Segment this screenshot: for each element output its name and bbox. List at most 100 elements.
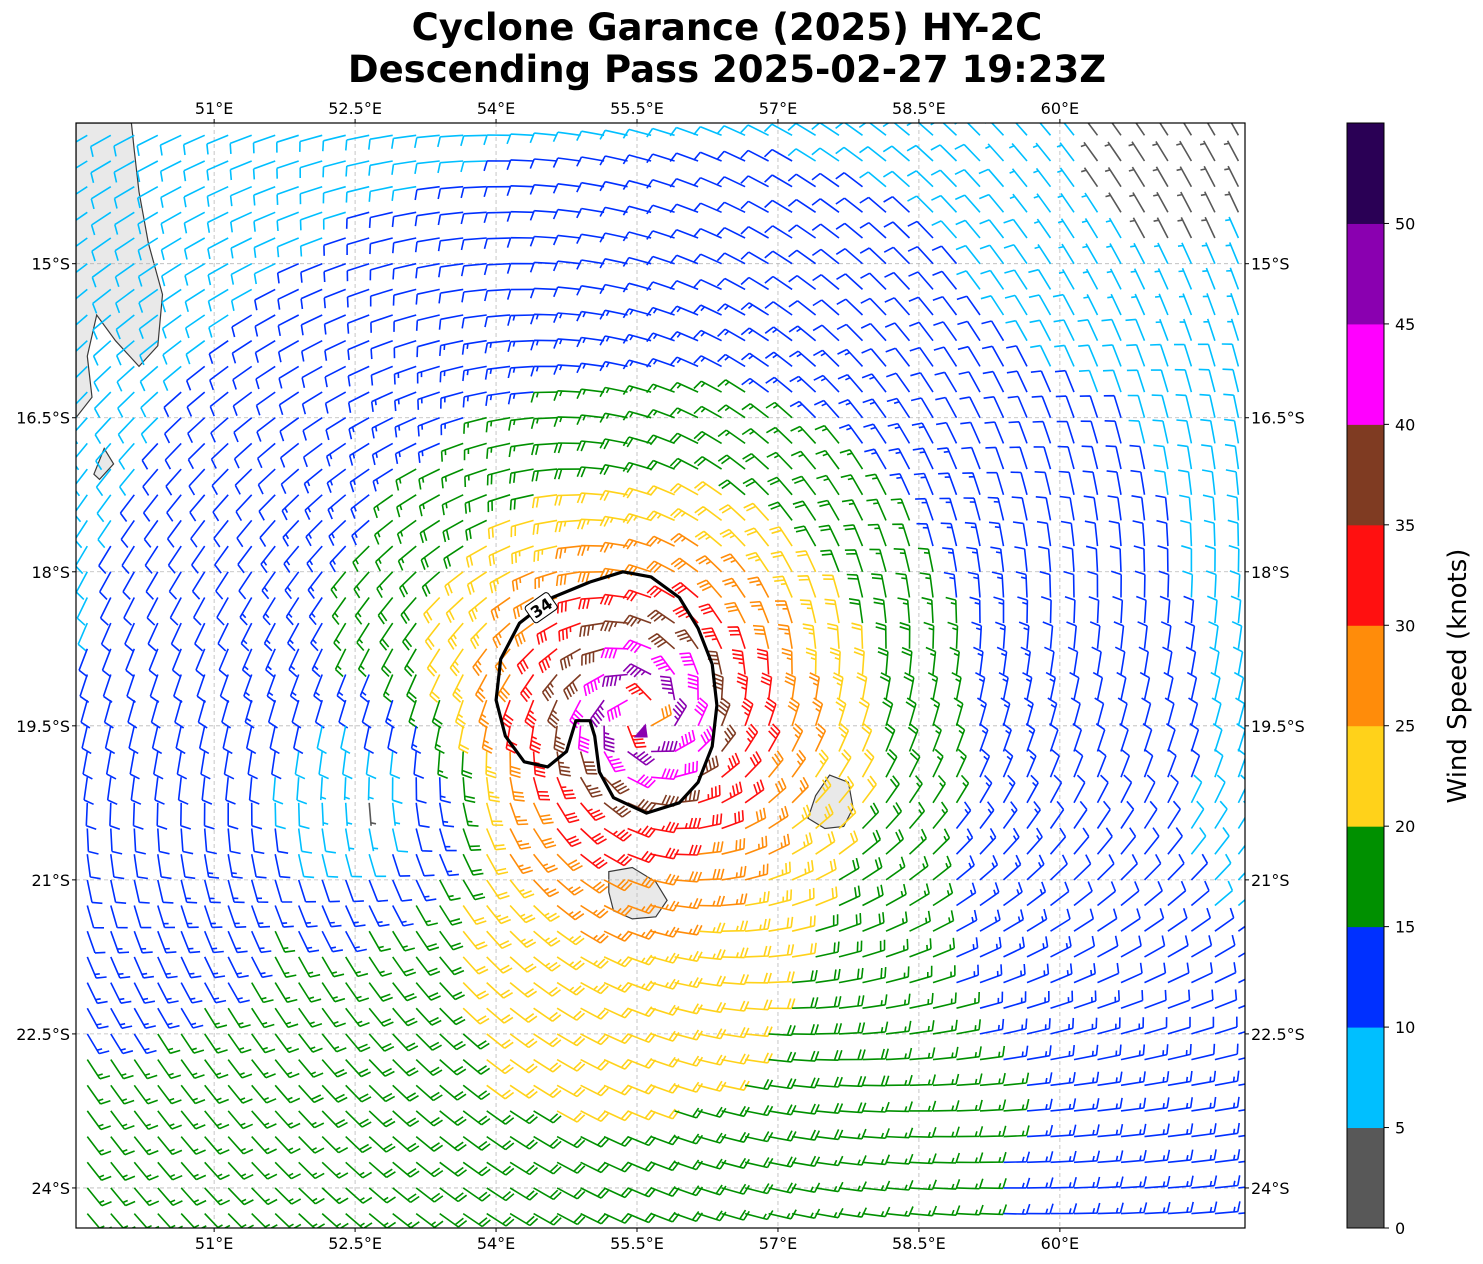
wind-barb: [533, 1033, 562, 1048]
wind-barb: [1238, 1160, 1245, 1164]
wind-barb: [1073, 990, 1097, 1009]
wind-barb: [622, 614, 652, 627]
wind-barb: [909, 1047, 936, 1061]
wind-barb: [276, 185, 299, 205]
wind-barb: [533, 904, 560, 922]
wind-barb: [1238, 1108, 1245, 1112]
wind-barb: [1097, 1150, 1124, 1164]
wind-barb: [174, 699, 185, 729]
wind-barb: [1073, 963, 1096, 984]
wind-barb: [580, 1007, 609, 1020]
wind-barb: [1042, 621, 1054, 649]
wind-barb: [1144, 1201, 1171, 1215]
wind-barb: [1151, 394, 1169, 418]
wind-barb: [391, 828, 409, 853]
wind-barb: [472, 648, 488, 677]
wind-barb: [1049, 800, 1065, 829]
wind-barb: [1026, 1072, 1053, 1087]
wind-barb: [1033, 446, 1052, 470]
wind-barb: [1106, 470, 1122, 495]
wind-barb: [1107, 293, 1122, 316]
wind-barb: [674, 817, 702, 830]
wind-barb: [278, 365, 300, 389]
wind-barb: [506, 236, 534, 248]
wind-barb: [557, 596, 581, 614]
wind-barb: [888, 447, 911, 470]
wind-barb: [764, 199, 793, 213]
wind-barb: [310, 622, 323, 652]
wind-barb: [721, 920, 749, 932]
wind-barb: [206, 185, 229, 207]
wind-barb: [885, 829, 905, 855]
wind-barb: [622, 179, 652, 191]
wind-barb: [749, 600, 770, 624]
wind-barb: [650, 978, 680, 990]
wind-barb: [906, 144, 934, 162]
wind-barb: [835, 172, 863, 188]
wind-barb: [162, 340, 182, 365]
wind-barb: [885, 802, 903, 830]
wind-barb: [885, 748, 898, 778]
wind-barb: [1144, 1123, 1170, 1138]
wind-barb: [439, 1135, 467, 1152]
wind-barb: [1008, 142, 1028, 162]
wind-barb: [1058, 269, 1075, 290]
wind-barb: [1073, 1017, 1098, 1035]
wind-barb: [860, 272, 887, 290]
wind-barb: [721, 1209, 750, 1221]
wind-barb: [1200, 165, 1216, 188]
wind-barb: [207, 288, 229, 312]
wind-barb: [763, 123, 793, 137]
wind-barb: [299, 160, 323, 178]
wind-barb: [1097, 881, 1117, 907]
wind-barb: [129, 751, 140, 780]
wind-barb: [345, 956, 369, 978]
wind-barb: [1214, 827, 1230, 855]
wind-barb: [529, 158, 558, 169]
wind-barb: [1176, 140, 1193, 162]
x-tick-label-top: 54°E: [477, 99, 515, 118]
wind-barb: [824, 598, 840, 624]
wind-barb: [415, 956, 441, 976]
wind-barb: [1178, 469, 1193, 495]
wind-barb: [274, 956, 297, 978]
wind-barb: [576, 336, 605, 348]
wind-barb: [814, 749, 829, 778]
wind-barb: [815, 1023, 843, 1035]
wind-barb: [693, 329, 722, 342]
wind-barb: [271, 751, 282, 780]
wind-barb: [356, 622, 370, 652]
wind-barb: [787, 148, 817, 162]
wind-barb: [1096, 854, 1115, 881]
wind-barb: [579, 776, 603, 798]
wind-barb: [217, 622, 229, 652]
wind-barb: [698, 868, 725, 881]
wind-barb: [160, 211, 182, 234]
wind-barb: [838, 802, 857, 830]
colorbar-tick-label: 20: [1395, 817, 1415, 836]
wind-barb: [599, 283, 628, 295]
wind-barb: [462, 1007, 490, 1025]
wind-barb: [883, 246, 911, 265]
wind-barb: [955, 748, 967, 778]
wind-barb: [603, 802, 632, 818]
wind-barb: [529, 209, 558, 221]
wind-barb: [114, 211, 135, 235]
wind-barb: [885, 966, 910, 984]
wind-barb: [1139, 671, 1151, 701]
wind-barb: [1022, 671, 1033, 701]
wind-barb: [859, 222, 887, 239]
wind-barb: [552, 260, 581, 272]
wind-barb: [345, 1187, 373, 1204]
wind-barb: [769, 526, 793, 547]
wind-barb: [1167, 907, 1188, 932]
x-tick-label-top: 58.5°E: [892, 99, 946, 118]
colorbar-segment: [1347, 424, 1384, 526]
wind-barb: [86, 854, 101, 880]
wind-barb: [321, 982, 346, 1003]
wind-barb: [1180, 519, 1193, 547]
y-tick-label-right: 24°S: [1251, 1179, 1290, 1198]
wind-barb: [580, 879, 609, 894]
wind-barb: [251, 1059, 276, 1079]
wind-barb: [1214, 774, 1226, 804]
